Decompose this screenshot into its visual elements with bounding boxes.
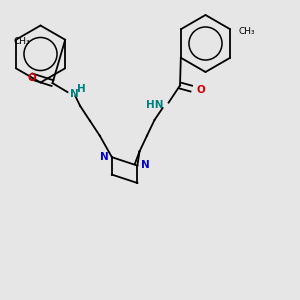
Text: O: O (28, 73, 37, 83)
Text: O: O (196, 85, 205, 95)
Text: N: N (100, 152, 108, 162)
Text: N: N (70, 89, 79, 100)
Text: N: N (141, 160, 150, 170)
Text: CH₃: CH₃ (238, 27, 255, 36)
Text: HN: HN (146, 100, 164, 110)
Text: H: H (77, 84, 86, 94)
Text: CH₃: CH₃ (14, 38, 30, 46)
